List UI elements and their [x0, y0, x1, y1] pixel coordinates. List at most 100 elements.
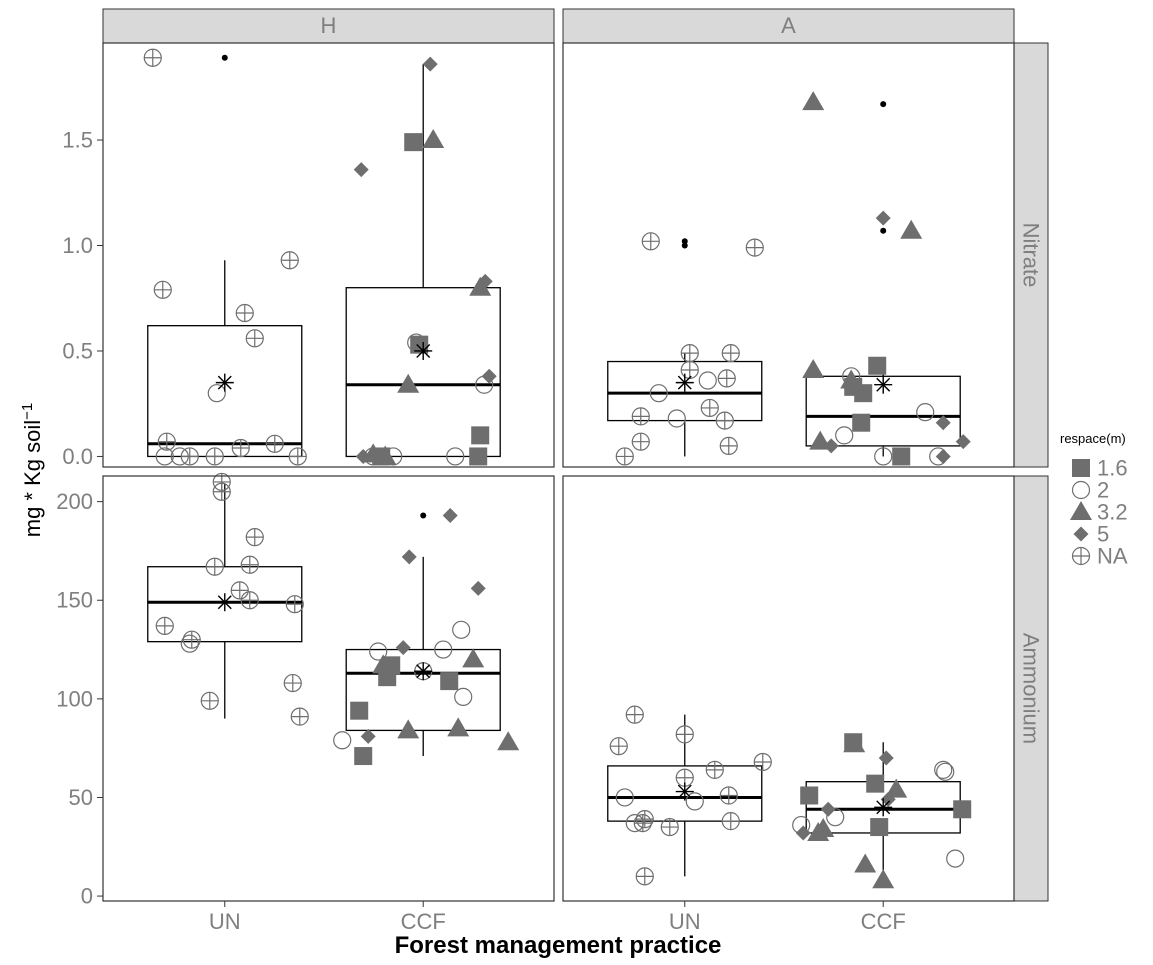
legend-key-5 — [1073, 526, 1089, 542]
point-ammonium-a-20 — [820, 801, 836, 817]
point-ammonium-h-32 — [462, 648, 485, 668]
facet-strip-label-h: H — [321, 13, 337, 38]
legend-key-na — [1071, 546, 1091, 566]
facet-strip-h — [102, 8, 555, 44]
y-tick-label-ammonium-0: 0 — [81, 884, 93, 909]
point-nitrate-h-29-shape — [471, 426, 490, 445]
point-ammonium-a-23 — [843, 733, 866, 753]
panel-nitrate-h — [102, 42, 555, 468]
point-nitrate-a-15 — [802, 358, 825, 378]
mean-marker-nitrate-a-un — [675, 373, 694, 392]
point-nitrate-h-14-shape — [353, 162, 369, 178]
point-nitrate-h-3 — [155, 447, 174, 466]
mean-marker-ammonium-a-ccf-stroke-3 — [876, 800, 891, 815]
point-ammonium-a-19-shape — [812, 818, 835, 838]
point-ammonium-a-32-shape — [936, 762, 955, 781]
mean-marker-nitrate-a-un-stroke-3 — [677, 375, 692, 390]
box-ammonium-h-ccf-outlier-0 — [420, 512, 427, 519]
facet-strip-nitrate — [1013, 42, 1049, 468]
box-nitrate-h-ccf-iqr — [345, 287, 501, 458]
point-ammonium-h-4 — [205, 557, 224, 576]
legend-key-3-2-shape — [1070, 501, 1092, 520]
legend-item-2: 2 — [1071, 478, 1109, 503]
point-ammonium-a-19 — [812, 818, 835, 838]
point-nitrate-h-22-shape — [404, 133, 423, 152]
point-ammonium-h-34-shape — [497, 731, 520, 751]
point-nitrate-h-8 — [231, 438, 250, 458]
point-ammonium-h-29-shape — [447, 717, 470, 737]
point-ammonium-h-34 — [497, 731, 520, 751]
point-nitrate-a-3 — [641, 232, 660, 251]
point-ammonium-h-22 — [395, 640, 411, 656]
point-nitrate-a-33-shape — [935, 415, 951, 431]
point-nitrate-h-30-shape — [469, 276, 492, 296]
point-nitrate-a-27 — [892, 447, 911, 466]
point-ammonium-h-1-shape — [180, 634, 199, 653]
legend-item-3-2: 3.2 — [1070, 500, 1128, 525]
point-nitrate-a-26 — [875, 210, 891, 226]
point-nitrate-h-11 — [265, 434, 284, 453]
legend-label-1-6: 1.6 — [1097, 456, 1128, 481]
panel-border-nitrate-h — [102, 42, 555, 468]
point-ammonium-a-14 — [753, 752, 772, 772]
box-nitrate-a-un — [607, 238, 763, 457]
legend-key-1-6-shape — [1072, 459, 1090, 477]
point-ammonium-h-15-shape — [350, 701, 369, 720]
point-ammonium-h-27 — [440, 672, 459, 691]
mean-marker-ammonium-h-ccf — [414, 662, 433, 681]
point-ammonium-h-9 — [240, 591, 259, 610]
point-ammonium-h-13 — [290, 707, 309, 726]
y-tick-label-nitrate-0: 0.0 — [62, 444, 93, 469]
point-nitrate-h-7 — [207, 384, 226, 403]
point-nitrate-a-13 — [721, 343, 740, 363]
point-nitrate-a-14 — [745, 238, 764, 257]
point-ammonium-a-10 — [685, 792, 704, 811]
point-ammonium-a-34 — [953, 800, 972, 819]
point-nitrate-h-21-shape — [397, 373, 420, 393]
box-nitrate-h-ccf — [345, 64, 501, 458]
legend-title: respace(m) — [1060, 431, 1126, 446]
point-ammonium-a-26-shape — [866, 774, 885, 793]
point-ammonium-h-26 — [434, 640, 453, 659]
point-nitrate-a-29-shape — [802, 91, 825, 111]
point-nitrate-a-28 — [900, 219, 923, 239]
point-nitrate-h-26-shape — [422, 129, 445, 149]
point-ammonium-h-21-shape — [382, 656, 401, 675]
point-nitrate-a-18 — [835, 426, 854, 445]
x-tick-label-a-ccf: CCF — [861, 909, 906, 934]
box-nitrate-a-ccf-outlier-0 — [880, 101, 887, 108]
point-nitrate-a-11 — [717, 369, 736, 388]
point-ammonium-a-13 — [721, 812, 740, 831]
mean-marker-ammonium-h-ccf-stroke-3 — [416, 664, 431, 679]
point-ammonium-h-26-shape — [434, 640, 453, 659]
point-nitrate-h-22 — [404, 133, 423, 152]
point-nitrate-h-33 — [475, 375, 494, 394]
point-ammonium-a-25 — [872, 869, 895, 889]
legend-key-3-2 — [1070, 501, 1092, 520]
point-ammonium-a-10-shape — [685, 792, 704, 811]
mean-marker-nitrate-h-ccf — [414, 341, 433, 360]
point-ammonium-h-22-shape — [395, 640, 411, 656]
legend-label-3-2: 3.2 — [1097, 500, 1128, 525]
point-nitrate-a-18-shape — [835, 426, 854, 445]
box-nitrate-a-ccf-outlier-2 — [880, 227, 887, 234]
point-ammonium-a-9 — [675, 725, 694, 744]
point-ammonium-h-1 — [180, 634, 199, 653]
point-nitrate-a-32 — [935, 448, 951, 464]
box-nitrate-a-un-outlier-1 — [681, 242, 688, 249]
point-nitrate-a-28-shape — [900, 219, 923, 239]
y-tick-label-nitrate-2: 1.0 — [62, 233, 93, 258]
point-ammonium-h-33 — [470, 580, 486, 596]
point-ammonium-h-10 — [245, 528, 264, 547]
mean-marker-ammonium-h-un-stroke-3 — [217, 595, 232, 610]
point-nitrate-a-23 — [854, 384, 873, 403]
box-ammonium-a-un-iqr — [607, 765, 763, 822]
point-nitrate-a-2 — [631, 407, 650, 426]
panel-ammonium-a — [562, 475, 1015, 902]
point-ammonium-h-24 — [401, 549, 417, 565]
point-nitrate-h-21 — [397, 373, 420, 393]
point-ammonium-a-17 — [800, 786, 819, 805]
point-ammonium-a-27 — [870, 818, 889, 837]
point-nitrate-h-25-shape — [422, 56, 438, 72]
